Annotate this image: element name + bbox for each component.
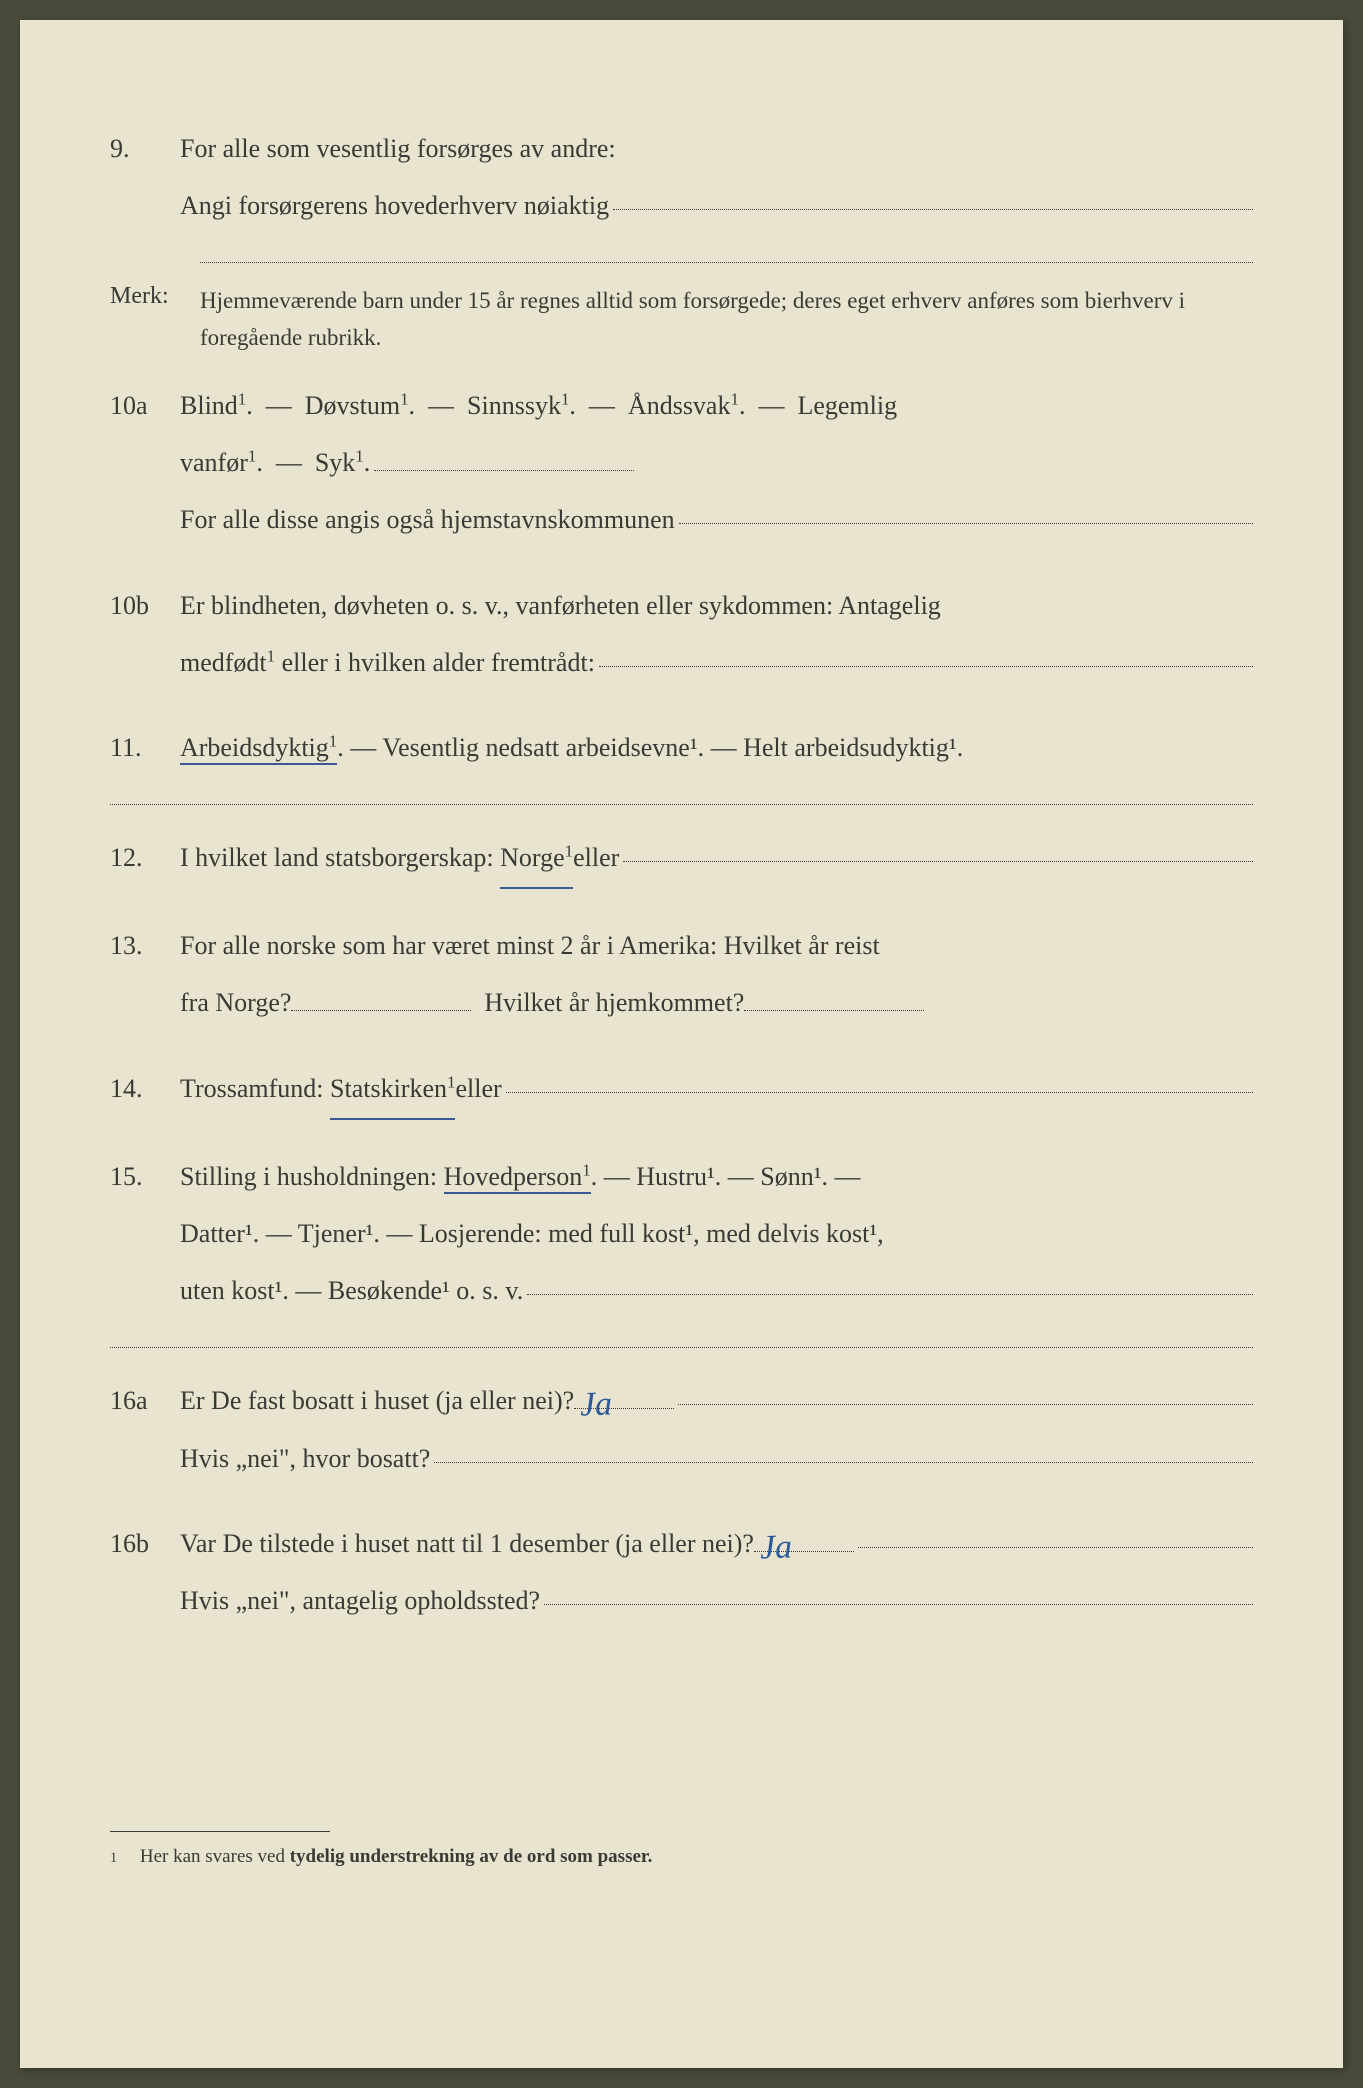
q15-number: 15. [110, 1148, 180, 1320]
divider [110, 804, 1253, 805]
q14-prefix: Trossamfund: [180, 1060, 324, 1117]
q15-content: Stilling i husholdningen: Hovedperson1. … [180, 1148, 1253, 1320]
q15-rest1: . — Hustru¹. — Sønn¹. — [591, 1162, 861, 1191]
question-9: 9. For alle som vesentlig forsørges av a… [110, 120, 1253, 234]
q9-blank [613, 209, 1253, 210]
q14-content: Trossamfund: Statskirken1 eller [180, 1060, 1253, 1120]
q14-number: 14. [110, 1060, 180, 1120]
merk-note: Merk: Hjemmeværende barn under 15 år reg… [110, 283, 1253, 357]
q9-content: For alle som vesentlig forsørges av andr… [180, 120, 1253, 234]
q16b-line2: Hvis „nei", antagelig opholdssted? [180, 1572, 540, 1629]
q9-number: 9. [110, 120, 180, 234]
q16b-blank [858, 1547, 1253, 1548]
question-14: 14. Trossamfund: Statskirken1 eller [110, 1060, 1253, 1120]
q10a-opt: Døvstum1. — [305, 391, 467, 420]
merk-text: Hjemmeværende barn under 15 år regnes al… [200, 283, 1253, 357]
q11-rest: . — Vesentlig nedsatt arbeidsevne¹. — He… [337, 733, 963, 762]
question-15: 15. Stilling i husholdningen: Hovedperso… [110, 1148, 1253, 1320]
question-10a: 10a Blind1. — Døvstum1. — Sinnssyk1. — Å… [110, 377, 1253, 549]
q14-suffix: eller [455, 1060, 501, 1117]
q14-blank [506, 1092, 1253, 1093]
footnote-bold: tydelig understrekning av de ord som pas… [290, 1846, 653, 1867]
q16a-line2: Hvis „nei", hvor bosatt? [180, 1430, 430, 1487]
q13-blank2 [744, 980, 924, 1011]
question-13: 13. For alle norske som har været minst … [110, 917, 1253, 1031]
q13-line2a: fra Norge? [180, 974, 291, 1031]
q16a-number: 16a [110, 1372, 180, 1486]
q10a-blank2 [679, 523, 1253, 524]
q16b-blank2 [544, 1604, 1253, 1605]
q12-suffix: eller [573, 829, 619, 886]
q9-line2: Angi forsørgerens hovederhverv nøiaktig [180, 177, 609, 234]
q16a-content: Er De fast bosatt i huset (ja eller nei)… [180, 1372, 1253, 1486]
q11-underlined: Arbeidsdyktig1 [180, 733, 337, 765]
footnote-num: 1 [110, 1850, 117, 1866]
footnote-prefix: Her kan svares ved [140, 1846, 290, 1867]
q13-content: For alle norske som har været minst 2 år… [180, 917, 1253, 1031]
q16a-blank2 [434, 1462, 1253, 1463]
q10a-opt: Sinnssyk1. — [467, 391, 628, 420]
merk-label: Merk: [110, 283, 200, 357]
q10b-line1: Er blindheten, døvheten o. s. v., vanfør… [180, 577, 1253, 634]
q13-blank1 [291, 980, 471, 1011]
q10a-opt: Åndssvak1. — [628, 391, 798, 420]
q16a-blank [678, 1404, 1253, 1405]
question-12: 12. I hvilket land statsborgerskap: Norg… [110, 829, 1253, 889]
q15-line2: Datter¹. — Tjener¹. — Losjerende: med fu… [180, 1205, 1253, 1262]
q16b-answer: Ja [759, 1510, 794, 1586]
q10a-opt: Legemlig [797, 391, 897, 420]
divider [110, 1347, 1253, 1348]
question-10b: 10b Er blindheten, døvheten o. s. v., va… [110, 577, 1253, 691]
q15-blank [527, 1294, 1253, 1295]
q10a-content: Blind1. — Døvstum1. — Sinnssyk1. — Åndss… [180, 377, 1253, 549]
q12-underlined: Norge1 [500, 829, 573, 889]
q10a-opt: vanfør1. — Syk1. [180, 434, 370, 491]
q10a-opt: Blind1. — [180, 391, 305, 420]
question-11: 11. Arbeidsdyktig1. — Vesentlig nedsatt … [110, 719, 1253, 776]
q16a-line1: Er De fast bosatt i huset (ja eller nei)… [180, 1372, 574, 1429]
footnote-rule [110, 1831, 330, 1832]
q15-prefix: Stilling i husholdningen: [180, 1162, 444, 1191]
footnote: 1 Her kan svares ved tydelig understrekn… [110, 1831, 1253, 1868]
q10a-line2: For alle disse angis også hjemstavnskomm… [180, 491, 675, 548]
q13-number: 13. [110, 917, 180, 1031]
q10b-blank [599, 666, 1253, 667]
q12-content: I hvilket land statsborgerskap: Norge1 e… [180, 829, 1253, 889]
q12-prefix: I hvilket land statsborgerskap: [180, 829, 494, 886]
q14-underlined: Statskirken1 [330, 1060, 455, 1120]
q15-line3: uten kost¹. — Besøkende¹ o. s. v. [180, 1262, 523, 1319]
question-16a: 16a Er De fast bosatt i huset (ja eller … [110, 1372, 1253, 1486]
question-16b: 16b Var De tilstede i huset natt til 1 d… [110, 1515, 1253, 1629]
q15-underlined: Hovedperson1 [444, 1162, 591, 1194]
divider [200, 262, 1253, 263]
census-form-page: 9. For alle som vesentlig forsørges av a… [20, 20, 1343, 2068]
q13-line1: For alle norske som har været minst 2 år… [180, 917, 1253, 974]
q10a-number: 10a [110, 377, 180, 549]
q11-number: 11. [110, 719, 180, 776]
q10a-blank [374, 440, 634, 471]
q10b-content: Er blindheten, døvheten o. s. v., vanfør… [180, 577, 1253, 691]
q10b-number: 10b [110, 577, 180, 691]
q10b-line2: medfødt1 eller i hvilken alder fremtrådt… [180, 634, 595, 691]
q12-number: 12. [110, 829, 180, 889]
q9-line1: For alle som vesentlig forsørges av andr… [180, 120, 1253, 177]
q11-content: Arbeidsdyktig1. — Vesentlig nedsatt arbe… [180, 719, 1253, 776]
q16a-answer: Ja [579, 1368, 614, 1444]
q16b-line1: Var De tilstede i huset natt til 1 desem… [180, 1515, 754, 1572]
q16b-number: 16b [110, 1515, 180, 1629]
q12-blank [623, 861, 1253, 862]
q13-line2b: Hvilket år hjemkommet? [484, 974, 744, 1031]
q16b-content: Var De tilstede i huset natt til 1 desem… [180, 1515, 1253, 1629]
